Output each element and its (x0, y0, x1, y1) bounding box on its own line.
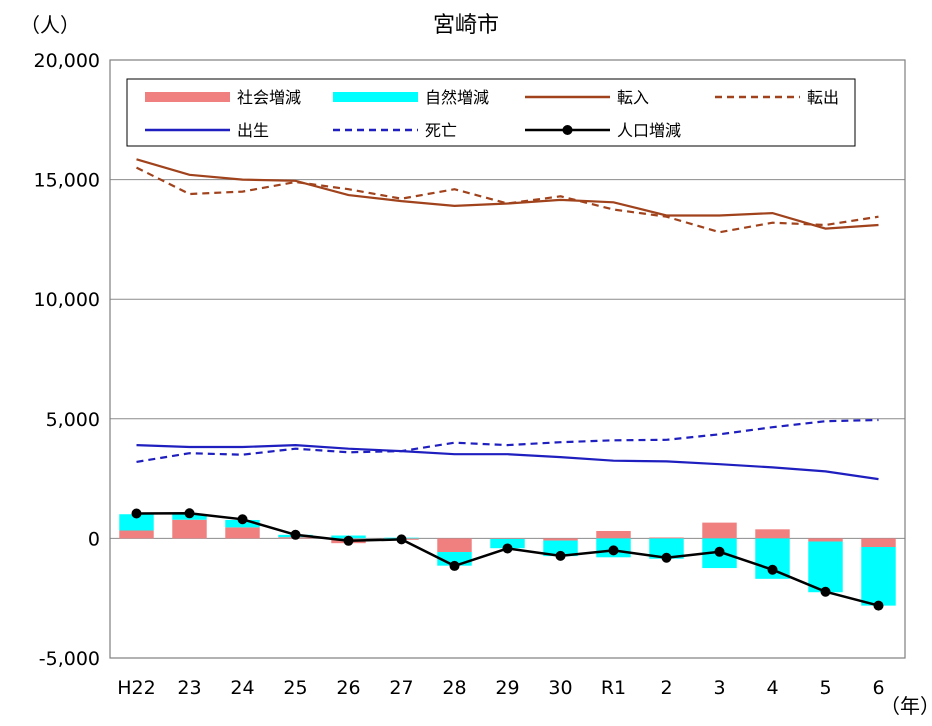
data-point (661, 552, 672, 563)
x-tick-label: 5 (819, 677, 831, 699)
data-point (237, 514, 248, 525)
bar (119, 514, 154, 531)
x-tick-label: 25 (283, 677, 307, 699)
bar (172, 519, 207, 539)
y-tick-label: 5,000 (46, 409, 100, 431)
bar (755, 529, 790, 539)
data-point (502, 543, 513, 554)
legend-label: 転出 (807, 88, 839, 107)
data-point (396, 534, 407, 545)
x-axis-label: （年） (880, 694, 932, 718)
x-tick-label: 23 (177, 677, 201, 699)
x-tick-label: R1 (601, 677, 626, 699)
y-axis-label: （人） (20, 13, 80, 37)
x-tick-label: 26 (336, 677, 360, 699)
x-tick-label: 27 (389, 677, 413, 699)
data-point (131, 508, 142, 519)
y-tick-labels: -5,000 0 5,000 10,000 15,000 20,000 (34, 50, 100, 670)
bar (649, 538, 684, 559)
bar (702, 522, 737, 539)
bars (119, 514, 896, 606)
legend-box (126, 78, 856, 147)
data-point (343, 535, 354, 546)
legend-swatch (145, 92, 230, 102)
series-line (136, 443, 879, 481)
legend-label: 転入 (617, 88, 649, 107)
legend-label: 人口増減 (617, 121, 681, 140)
y-tick-label: 20,000 (34, 50, 100, 72)
legend-label: 死亡 (425, 121, 457, 140)
legend-swatch (333, 92, 418, 102)
series-lines (131, 158, 884, 611)
bar (861, 547, 896, 606)
data-point (820, 586, 831, 597)
x-tick-label: 3 (713, 677, 725, 699)
legend-label: 社会増減 (237, 88, 301, 107)
x-tick-label: 30 (548, 677, 572, 699)
data-point (608, 545, 619, 556)
legend-label: 出生 (237, 121, 269, 140)
x-tick-label: H22 (117, 677, 155, 699)
data-point (873, 600, 884, 611)
series-line (136, 166, 879, 234)
data-point (714, 546, 725, 557)
y-tick-label: -5,000 (39, 648, 100, 670)
data-point (184, 508, 195, 519)
x-tick-label: 6 (872, 677, 884, 699)
gridlines (110, 179, 905, 539)
series-line (136, 418, 879, 463)
legend-marker (562, 125, 573, 135)
x-tick-label: 2 (660, 677, 672, 699)
x-tick-label: 29 (495, 677, 519, 699)
bar (543, 540, 578, 557)
plot-area-frame (109, 59, 906, 659)
data-point (449, 560, 460, 571)
data-point (767, 564, 778, 575)
chart-title: 宮崎市 (433, 13, 499, 38)
y-tick-label: 10,000 (34, 289, 100, 311)
bar (437, 538, 472, 553)
bar (808, 538, 843, 542)
bar (861, 538, 896, 548)
data-point (555, 550, 566, 561)
bar (649, 537, 684, 539)
x-tick-label: 4 (766, 677, 778, 699)
x-tick-labels: H22 23 24 25 26 27 28 29 30 R1 2 3 4 5 6 (117, 677, 884, 699)
data-point (290, 529, 301, 540)
bar (596, 530, 631, 539)
bar (225, 527, 260, 539)
bar (119, 530, 154, 539)
series-line (136, 158, 879, 230)
x-tick-label: 24 (230, 677, 254, 699)
legend-label: 自然増減 (425, 88, 489, 107)
bar (808, 541, 843, 593)
x-tick-label: 28 (442, 677, 466, 699)
bar (543, 538, 578, 541)
y-tick-label: 15,000 (34, 170, 100, 192)
y-tick-label: 0 (88, 528, 100, 550)
